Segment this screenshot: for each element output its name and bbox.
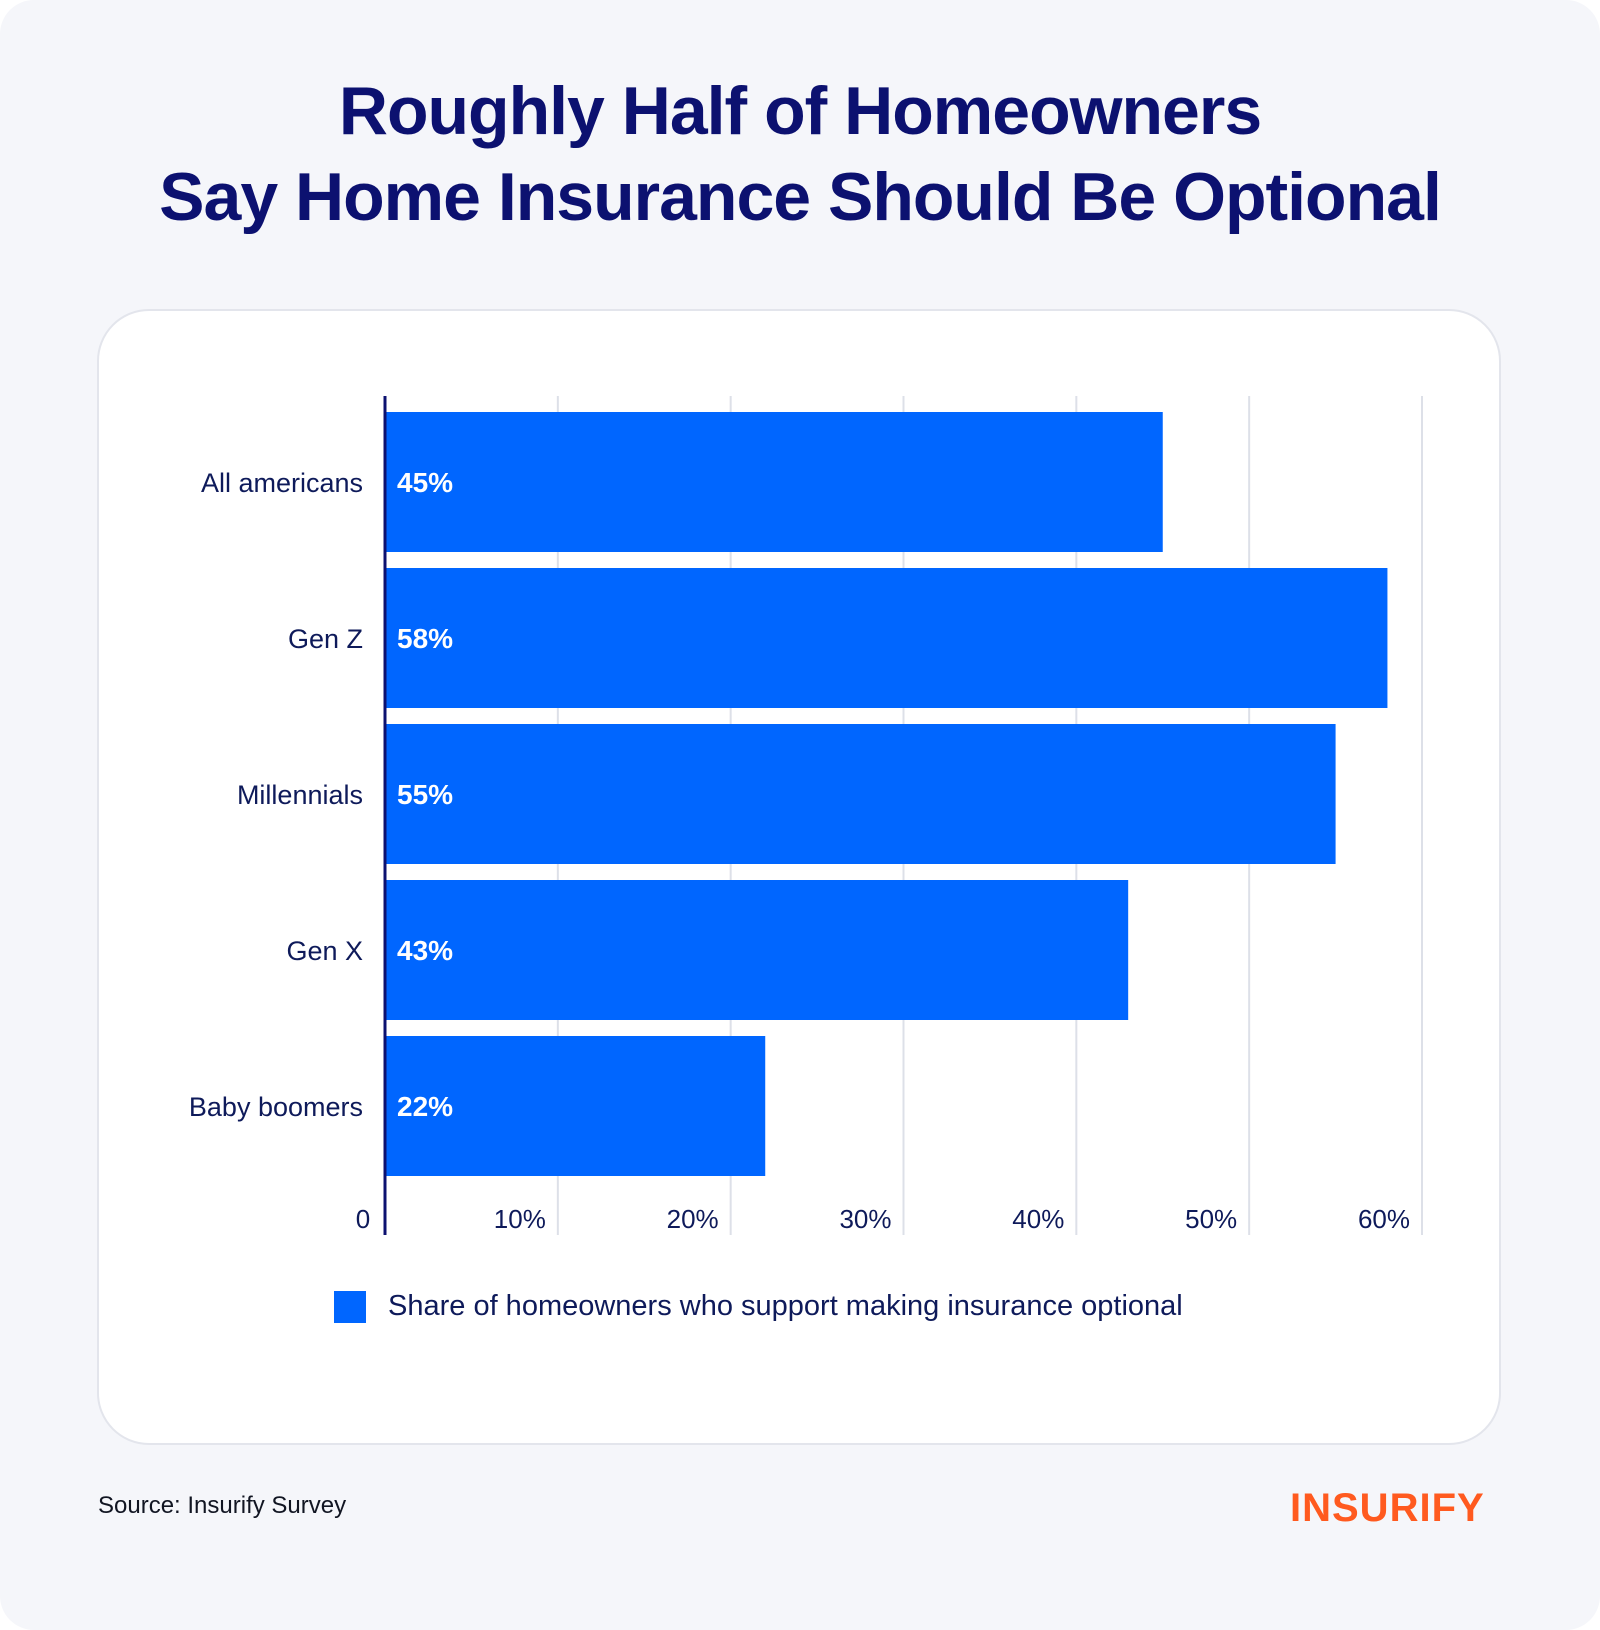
bar	[385, 568, 1388, 708]
x-tick-label: 40%	[1012, 1204, 1064, 1234]
legend-swatch	[334, 1290, 366, 1323]
x-tick-label: 30%	[839, 1204, 891, 1234]
bar-data-label: 43%	[397, 935, 453, 966]
category-label: Gen Z	[288, 624, 363, 654]
category-label: Millennials	[237, 780, 363, 810]
x-tick-label: 50%	[1185, 1204, 1237, 1234]
chart-legend: Share of homeowners who support making i…	[334, 1290, 1183, 1323]
bar-data-label: 55%	[397, 779, 453, 810]
bar-data-label: 45%	[397, 467, 453, 498]
bar-data-label: 22%	[397, 1091, 453, 1122]
chart-title: Roughly Half of Homeowners Say Home Insu…	[0, 68, 1600, 240]
x-tick-label: 60%	[1358, 1204, 1410, 1234]
insurify-logo: INSURIFY	[1290, 1486, 1485, 1530]
chart-title-line-1: Roughly Half of Homeowners	[338, 73, 1262, 149]
bar	[385, 880, 1129, 1020]
bar	[385, 412, 1163, 552]
bar	[385, 724, 1336, 864]
legend-label: Share of homeowners who support making i…	[388, 1290, 1183, 1322]
category-label: Gen X	[286, 936, 363, 966]
bar-data-label: 58%	[397, 623, 453, 654]
bar	[385, 1036, 766, 1176]
x-tick-label: 20%	[667, 1204, 719, 1234]
x-tick-label: 0	[356, 1204, 370, 1234]
x-tick-label: 10%	[494, 1204, 546, 1234]
category-label: All americans	[201, 468, 363, 498]
source-note: Source: Insurify Survey	[98, 1492, 347, 1519]
category-label: Baby boomers	[189, 1092, 363, 1122]
chart-title-line-2: Say Home Insurance Should Be Optional	[159, 159, 1442, 235]
